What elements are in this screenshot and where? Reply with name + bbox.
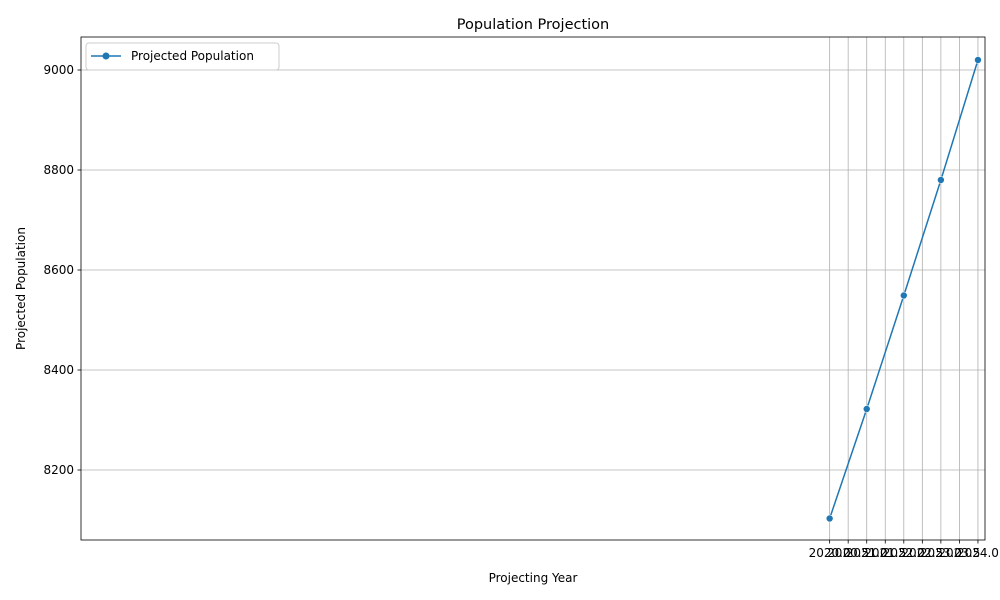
data-point <box>825 514 834 523</box>
legend-marker-swatch <box>102 52 110 60</box>
chart-title: Population Projection <box>457 17 610 33</box>
x-axis-title: Projecting Year <box>489 571 578 585</box>
y-tick-label: 8400 <box>43 363 74 377</box>
x-tick-label: 2022.0 <box>883 546 925 560</box>
data-point <box>974 56 982 64</box>
y-tick-label: 8600 <box>43 263 74 277</box>
x-tick-label: 2021.5 <box>864 546 906 560</box>
y-axis-title: Projected Population <box>14 227 28 350</box>
x-tick-label: 2024.0 <box>957 546 999 560</box>
data-point <box>862 405 871 413</box>
x-tick-label: 2023.0 <box>920 546 962 560</box>
legend-box <box>85 42 280 71</box>
x-tick-label: 2020.5 <box>827 546 869 560</box>
y-tick-label: 9000 <box>43 63 74 77</box>
data-point <box>899 291 908 300</box>
grid-lines <box>81 37 985 540</box>
legend: Projected Population <box>85 42 280 71</box>
x-tick-label: 2023.5 <box>938 546 980 560</box>
plot-frame <box>80 36 986 541</box>
x-tick-label: 2022.5 <box>901 546 943 560</box>
y-tick-label: 8800 <box>43 163 74 177</box>
legend-label: Projected Population <box>131 49 254 63</box>
y-tick-label: 8200 <box>43 463 74 477</box>
data-point <box>937 176 945 184</box>
y-axis-ticks: 8200 8400 8600 8800 9000 <box>43 63 81 477</box>
series-layer <box>825 56 982 523</box>
x-tick-label: 2021.0 <box>846 546 888 560</box>
x-tick-label: 2020.0 <box>809 546 851 560</box>
x-axis-ticks: 2020.02020.52021.02021.52022.02022.52023… <box>809 540 999 560</box>
